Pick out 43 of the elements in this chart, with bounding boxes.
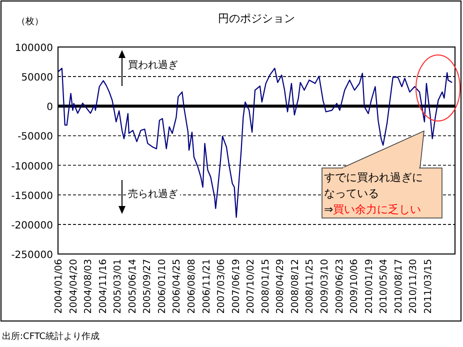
- x-tick-label: 2005/06/14: [127, 259, 138, 314]
- x-tick-label: 2007/06/19: [230, 259, 242, 314]
- y-tick-label: -150000: [11, 190, 53, 202]
- x-tick-label: 2008/11/25: [304, 259, 316, 314]
- y-tick-label: 50000: [21, 72, 53, 84]
- x-tick-label: 2010/08/17: [393, 259, 404, 314]
- y-tick-label: 100000: [14, 43, 53, 54]
- annotation: なっている: [324, 187, 379, 200]
- annotation: 買われ過ぎ: [128, 60, 178, 71]
- x-tick-label: 2009/06/23: [334, 259, 346, 314]
- x-tick-label: 2008/08/12: [290, 259, 301, 314]
- x-tick-label: 2005/09/27: [142, 259, 154, 314]
- x-tick-label: 2010/05/04: [378, 259, 390, 314]
- annotation: ⇒: [324, 203, 334, 216]
- annotation: 買い余力に乏しい: [333, 203, 422, 216]
- y-tick-label: -250000: [11, 250, 53, 261]
- x-tick-label: 2006/01/10: [156, 259, 168, 314]
- x-tick-label: 2008/01/15: [260, 259, 272, 314]
- y-tick-label: -100000: [11, 161, 53, 172]
- x-tick-label: 2007/03/06: [216, 259, 228, 314]
- chart-title: 円のポジション: [218, 12, 295, 25]
- y-tick-label: -200000: [11, 220, 53, 232]
- y-tick-label: -50000: [18, 132, 53, 143]
- x-tick-label: 2011/03/15: [422, 259, 434, 314]
- x-tick-label: 2004/08/03: [83, 259, 94, 314]
- x-tick-label: 2006/04/25: [172, 259, 183, 314]
- x-tick-label: 2007/10/02: [246, 259, 257, 314]
- x-tick-label: 2006/11/21: [201, 259, 212, 314]
- annotation: すでに買われ過ぎに: [324, 171, 423, 184]
- y-tick-label: 0: [46, 102, 53, 114]
- x-tick-label: 2010/01/19: [364, 259, 375, 314]
- x-tick-label: 2008/04/29: [275, 259, 286, 314]
- x-tick-label: 2004/01/06: [54, 259, 64, 314]
- annotation: 売られ過ぎ: [128, 188, 178, 200]
- x-tick-label: 2010/11/30: [408, 259, 420, 314]
- x-tick-label: 2006/08/08: [186, 259, 198, 314]
- x-tick-label: 2009/03/10: [319, 259, 330, 314]
- x-tick-label: 2009/10/06: [349, 259, 360, 314]
- y-axis-title: （枚）: [16, 16, 44, 27]
- x-tick-label: 2004/11/16: [98, 259, 109, 314]
- text: 出所:CFTC統計より作成: [2, 331, 100, 342]
- x-tick-label: 2004/04/20: [68, 259, 80, 314]
- x-tick-label: 2005/03/01: [112, 259, 124, 314]
